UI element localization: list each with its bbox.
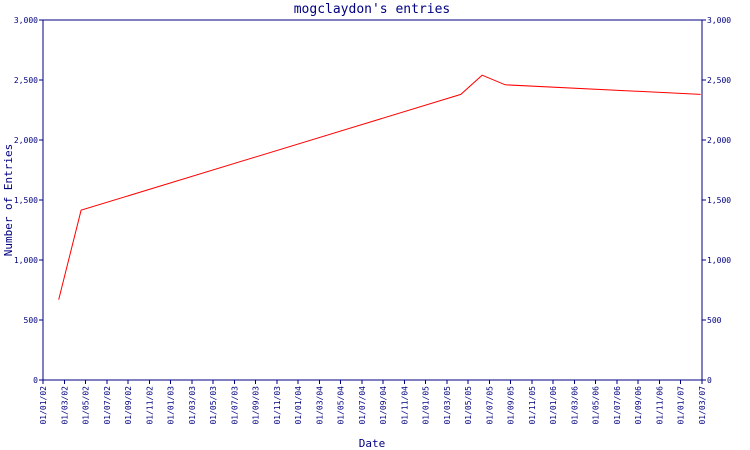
x-tick-label: 01/09/03 [252,386,261,425]
x-tick-label: 01/11/02 [145,386,154,425]
y-tick-label-right: 500 [707,316,722,325]
x-tick-label: 01/05/06 [592,386,601,425]
x-tick-label: 01/05/03 [209,386,218,425]
x-tick-label: 01/07/02 [103,386,112,425]
y-tick-label-right: 1,000 [707,256,731,265]
y-tick-label-left: 2,500 [14,76,38,85]
x-tick-label: 01/09/02 [124,386,133,425]
y-tick-label-left: 0 [33,376,38,385]
y-axis-left: 0 500 1,000 1,500 2,000 2,500 3,000 [14,16,43,385]
y-axis-right: 0 500 1,000 1,500 2,000 2,500 3,000 [702,16,731,385]
x-tick-label: 01/07/03 [230,386,239,425]
x-tick-label: 01/09/06 [634,386,643,425]
y-axis-label: Number of Entries [2,144,15,257]
y-tick-label-right: 2,000 [707,136,731,145]
x-tick-label: 01/11/04 [400,386,409,425]
x-tick-label: 01/01/03 [167,386,176,425]
x-axis: 01/01/02 01/03/02 01/05/02 01/07/02 01/09/02… [39,380,707,425]
y-tick-label-left: 3,000 [14,16,38,25]
x-tick-label: 01/09/05 [507,386,516,425]
y-tick-label-right: 2,500 [707,76,731,85]
y-tick-label-left: 1,500 [14,196,38,205]
x-tick-label: 01/05/04 [337,386,346,425]
x-axis-label: Date [359,437,386,450]
y-tick-label-left: 2,000 [14,136,38,145]
x-tick-label: 01/01/05 [422,386,431,425]
series-group [58,74,701,300]
series-line [58,74,701,300]
y-tick-label-right: 3,000 [707,16,731,25]
x-tick-label: 01/07/04 [358,386,367,425]
x-tick-label: 01/03/02 [60,386,69,425]
y-tick-label-right: 0 [707,376,712,385]
x-tick-label: 01/03/06 [570,386,579,425]
plot-frame [42,19,703,381]
x-tick-label: 01/05/05 [464,386,473,425]
x-tick-label: 01/03/05 [443,386,452,425]
x-tick-label: 01/03/07 [698,386,707,425]
chart-title: mogclaydon's entries [294,2,451,17]
x-tick-label: 01/01/02 [39,386,48,425]
x-tick-label: 01/03/04 [315,386,324,425]
x-tick-label: 01/07/05 [485,386,494,425]
x-tick-label: 01/01/06 [549,386,558,425]
x-tick-label: 01/11/03 [273,386,282,425]
y-tick-label-left: 1,000 [14,256,38,265]
x-tick-label: 01/01/04 [294,386,303,425]
x-tick-label: 01/11/05 [528,386,537,425]
x-tick-label: 01/09/04 [379,386,388,425]
plot-area [42,19,703,381]
x-tick-label: 01/03/03 [188,386,197,425]
y-tick-label-left: 500 [24,316,39,325]
y-tick-label-right: 1,500 [707,196,731,205]
x-tick-label: 01/05/02 [82,386,91,425]
x-tick-label: 01/01/07 [677,386,686,425]
x-tick-label: 01/11/06 [655,386,664,425]
x-tick-label: 01/07/06 [613,386,622,425]
